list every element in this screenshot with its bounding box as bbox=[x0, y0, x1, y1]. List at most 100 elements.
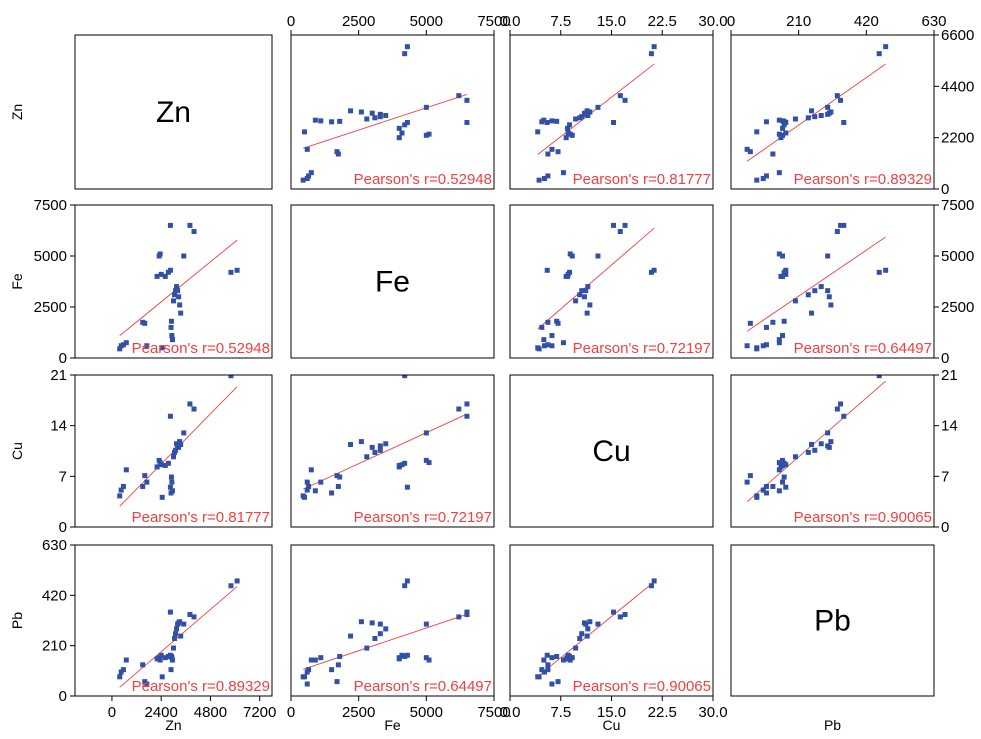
panel-zn-vs-pb: Pearson's r=0.89329 bbox=[730, 34, 935, 190]
data-point bbox=[611, 609, 617, 615]
x-tick-label: 22.5 bbox=[648, 704, 677, 721]
y-tick-label: 420 bbox=[42, 587, 67, 604]
data-point bbox=[167, 484, 173, 490]
data-point bbox=[372, 635, 378, 641]
panel-frame bbox=[730, 34, 935, 190]
y-tick-label: 21 bbox=[50, 367, 67, 384]
data-point bbox=[383, 441, 389, 447]
data-point bbox=[545, 342, 551, 348]
x-axis-title-fe: Fe bbox=[384, 717, 401, 733]
data-point bbox=[396, 655, 402, 661]
y-tick-label: 6600 bbox=[941, 27, 974, 44]
data-point bbox=[760, 176, 766, 181]
x-tick-label: 5000 bbox=[410, 13, 443, 30]
data-point bbox=[172, 635, 178, 641]
x-tick-label: 30.0 bbox=[698, 13, 727, 30]
x-tick-label: 7500 bbox=[477, 13, 510, 30]
data-point bbox=[565, 130, 571, 136]
data-point bbox=[174, 626, 180, 632]
data-point bbox=[162, 273, 168, 279]
data-point bbox=[169, 657, 175, 663]
panel-fe-vs-cu: Pearson's r=0.72197 bbox=[509, 204, 714, 359]
data-point bbox=[545, 319, 551, 325]
data-point bbox=[567, 657, 573, 663]
y-tick-label: 0 bbox=[941, 181, 949, 198]
data-point bbox=[648, 51, 654, 57]
data-point bbox=[876, 375, 882, 379]
data-point bbox=[304, 487, 310, 493]
data-point bbox=[423, 655, 429, 661]
data-point bbox=[159, 494, 165, 500]
data-point bbox=[372, 449, 378, 455]
data-point bbox=[396, 135, 402, 141]
data-point bbox=[581, 620, 587, 626]
correlation-label: Pearson's r=0.90065 bbox=[794, 509, 932, 526]
data-point bbox=[595, 621, 601, 627]
data-point bbox=[159, 674, 165, 680]
x-tick-label: 0 bbox=[108, 704, 116, 721]
data-point bbox=[617, 93, 623, 99]
data-point bbox=[404, 120, 410, 125]
data-point bbox=[369, 620, 375, 626]
y-axis-title-fe: Fe bbox=[9, 273, 25, 290]
data-point bbox=[841, 222, 847, 228]
data-point bbox=[834, 93, 840, 99]
correlation-label: Pearson's r=0.72197 bbox=[354, 509, 492, 526]
panel-frame bbox=[290, 544, 495, 697]
y-tick-label: 0 bbox=[59, 519, 67, 536]
data-point bbox=[456, 614, 462, 620]
diagonal-frame bbox=[730, 544, 935, 697]
data-point bbox=[177, 439, 183, 445]
data-point bbox=[541, 337, 547, 343]
regression-line bbox=[746, 236, 886, 332]
x-tick-label: 30.0 bbox=[698, 704, 727, 721]
data-point bbox=[841, 120, 847, 125]
data-point bbox=[541, 657, 547, 663]
data-point bbox=[581, 110, 587, 116]
data-point bbox=[838, 401, 844, 407]
data-point bbox=[754, 177, 760, 183]
data-point bbox=[228, 375, 234, 379]
panel-pb-vs-cu: Pearson's r=0.90065 bbox=[509, 544, 714, 697]
data-point bbox=[539, 667, 545, 673]
data-point bbox=[168, 667, 174, 673]
y-tick-label: 7 bbox=[941, 468, 949, 485]
data-point bbox=[549, 146, 555, 152]
data-point bbox=[549, 655, 555, 661]
data-point bbox=[776, 337, 782, 343]
data-point bbox=[399, 462, 405, 468]
data-point bbox=[812, 447, 818, 453]
data-point bbox=[228, 583, 234, 589]
x-tick-label: 2500 bbox=[342, 704, 375, 721]
data-point bbox=[587, 109, 593, 115]
data-point bbox=[329, 667, 335, 673]
data-point bbox=[181, 430, 187, 436]
data-point bbox=[168, 474, 174, 480]
data-point bbox=[117, 493, 123, 499]
data-point bbox=[567, 122, 573, 128]
data-point bbox=[812, 288, 818, 294]
data-point bbox=[805, 292, 811, 298]
data-point bbox=[648, 269, 654, 275]
data-point bbox=[838, 97, 844, 103]
data-point bbox=[402, 460, 408, 466]
data-point bbox=[780, 132, 786, 138]
data-point bbox=[828, 109, 834, 115]
data-point bbox=[123, 340, 129, 346]
data-point bbox=[549, 118, 555, 124]
data-point bbox=[372, 115, 378, 121]
data-point bbox=[776, 460, 782, 466]
data-point bbox=[611, 222, 617, 228]
data-point bbox=[377, 621, 383, 627]
data-point bbox=[595, 104, 601, 110]
data-point bbox=[302, 674, 308, 680]
data-point bbox=[776, 251, 782, 257]
data-point bbox=[763, 483, 769, 489]
data-point bbox=[383, 113, 389, 118]
data-point bbox=[142, 473, 148, 479]
y-axis-cu-left: 0 7 14 21 bbox=[50, 367, 75, 536]
data-point bbox=[770, 319, 776, 325]
data-point bbox=[167, 222, 173, 228]
regression-line bbox=[746, 63, 886, 162]
data-point bbox=[456, 93, 462, 99]
